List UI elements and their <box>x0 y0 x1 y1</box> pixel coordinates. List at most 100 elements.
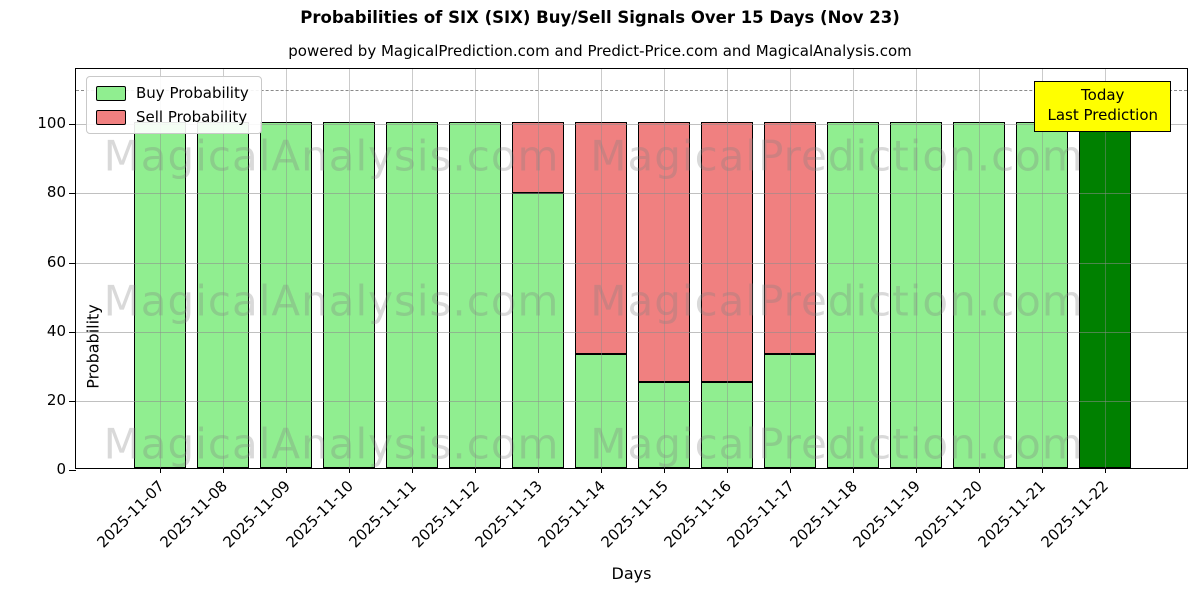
watermark-text: MagicalPrediction.com <box>590 276 1084 326</box>
buy-bar-segment <box>763 353 816 468</box>
watermark-text: MagicalAnalysis.com <box>103 131 560 181</box>
legend-label-buy: Buy Probability <box>136 84 249 102</box>
x-tick <box>978 468 980 473</box>
sell-bar-segment <box>700 122 753 382</box>
v-gridline <box>789 69 791 468</box>
y-tick <box>69 193 76 195</box>
x-tick <box>1041 468 1043 473</box>
x-tick <box>223 468 225 473</box>
dashed-guideline <box>76 89 1187 91</box>
buy-color-swatch <box>96 85 126 101</box>
x-tick <box>160 468 162 473</box>
x-tick-label: 2025-11-16 <box>660 477 735 552</box>
buy-bar-segment <box>826 122 879 468</box>
x-tick <box>601 468 603 473</box>
x-axis-label: Days <box>611 564 652 583</box>
x-tick-label: 2025-11-17 <box>723 477 798 552</box>
v-gridline <box>1104 69 1106 468</box>
y-tick-label: 80 <box>46 183 66 202</box>
y-tick-label: 20 <box>46 390 66 409</box>
v-gridline <box>915 69 917 468</box>
plot-area: Probability MagicalAnalysis.com MagicalPr… <box>69 68 1188 473</box>
watermark-layer: MagicalAnalysis.com MagicalPrediction.com… <box>76 69 1187 469</box>
v-gridline <box>978 69 980 468</box>
y-tick <box>69 400 76 402</box>
x-tick <box>852 468 854 473</box>
buy-bar-segment <box>323 122 376 468</box>
v-gridline <box>1041 69 1043 468</box>
x-tick-label: 2025-11-22 <box>1037 477 1113 552</box>
v-gridline <box>475 69 477 468</box>
x-tick <box>286 468 288 473</box>
y-tick <box>69 470 76 471</box>
sell-bar-segment <box>763 122 816 354</box>
v-gridline <box>160 69 162 468</box>
v-gridline <box>412 69 414 468</box>
buy-bar-segment <box>952 122 1005 468</box>
x-tick-label: 2025-11-09 <box>219 477 295 552</box>
x-tick-label: 2025-11-14 <box>534 477 609 552</box>
x-tick-label: 2025-11-08 <box>156 477 232 552</box>
chart-title: Probabilities of SIX (SIX) Buy/Sell Sign… <box>300 8 900 27</box>
y-tick <box>69 124 76 126</box>
buy-bar-segment <box>449 122 502 468</box>
v-gridline <box>726 69 728 468</box>
y-tick-label: 0 <box>56 460 66 478</box>
x-tick-label: 2025-11-10 <box>282 477 358 552</box>
buy-bar-segment <box>637 381 690 468</box>
today-annotation-line2: Last Prediction <box>1047 106 1158 125</box>
x-tick-label: 2025-11-13 <box>471 477 546 552</box>
sell-bar-segment <box>637 122 690 382</box>
gridlines-layer <box>76 69 1187 468</box>
x-tick <box>475 468 477 473</box>
x-tick <box>1104 468 1106 473</box>
buy-bar-segment <box>260 122 313 468</box>
v-gridline <box>538 69 540 468</box>
buy-bar-segment <box>575 353 628 468</box>
watermark-text: MagicalAnalysis.com <box>103 276 560 326</box>
today-annotation: Today Last Prediction <box>1034 81 1171 132</box>
today-annotation-line1: Today <box>1081 86 1125 104</box>
buy-bar-segment <box>512 193 565 468</box>
x-tick <box>789 468 791 473</box>
v-gridline <box>349 69 351 468</box>
y-tick <box>69 331 76 333</box>
v-gridline <box>852 69 854 468</box>
bars-layer <box>76 69 1187 468</box>
buy-bar-segment <box>700 381 753 468</box>
h-gridline <box>76 124 1187 126</box>
tick-marks-layer <box>69 69 1187 473</box>
x-tick <box>412 468 414 473</box>
buy-bar-segment <box>386 122 439 468</box>
x-tick <box>349 468 351 473</box>
x-tick <box>663 468 665 473</box>
h-gridline <box>76 193 1187 195</box>
legend-item-buy: Buy Probability <box>96 84 249 102</box>
x-tick-label: 2025-11-12 <box>408 477 483 552</box>
x-tick-label: 2025-11-15 <box>597 477 672 552</box>
h-gridline <box>76 400 1187 402</box>
x-tick <box>726 468 728 473</box>
y-tick-label: 60 <box>46 252 66 271</box>
sell-bar-segment <box>512 122 565 194</box>
buy-bar-segment <box>197 122 250 468</box>
v-gridline <box>663 69 665 468</box>
sell-bar-segment <box>575 122 628 354</box>
x-tick <box>915 468 917 473</box>
watermark-text: MagicalAnalysis.com <box>103 419 560 469</box>
h-gridline <box>76 262 1187 264</box>
buy-bar-segment <box>889 122 942 468</box>
y-tick-label: 100 <box>37 114 66 133</box>
watermark-text: MagicalPrediction.com <box>590 131 1084 181</box>
v-gridline <box>223 69 225 468</box>
legend-item-sell: Sell Probability <box>96 108 249 126</box>
x-tick <box>538 468 540 473</box>
sell-color-swatch <box>96 109 126 125</box>
v-gridline <box>601 69 603 468</box>
chart-subtitle: powered by MagicalPrediction.com and Pre… <box>288 42 912 60</box>
watermark-text: MagicalPrediction.com <box>590 419 1084 469</box>
legend-label-sell: Sell Probability <box>136 108 248 126</box>
y-tick-label: 40 <box>46 321 66 340</box>
y-tick <box>69 262 76 264</box>
